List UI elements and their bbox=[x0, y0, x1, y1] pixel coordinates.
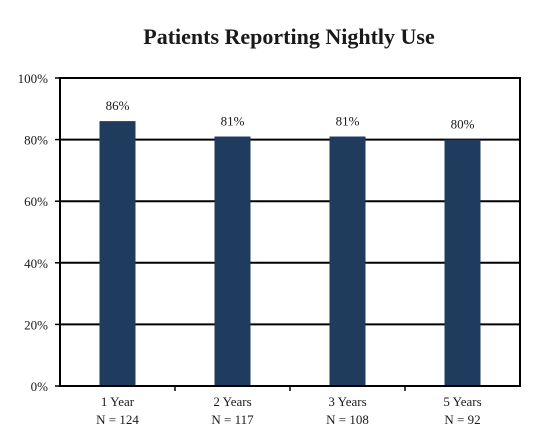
bar bbox=[99, 121, 136, 387]
x-sample-size-label: N = 92 bbox=[444, 412, 480, 427]
data-label: 86% bbox=[106, 98, 130, 113]
x-category-label: 1 Year bbox=[101, 394, 135, 409]
x-sample-size-label: N = 108 bbox=[326, 412, 369, 427]
x-category-label: 2 Years bbox=[213, 394, 251, 409]
y-tick-label: 80% bbox=[24, 133, 48, 148]
y-tick-label: 0% bbox=[31, 379, 49, 394]
bar bbox=[444, 139, 481, 386]
bars bbox=[99, 121, 481, 387]
x-sample-size-label: N = 124 bbox=[96, 412, 139, 427]
y-tick-label: 40% bbox=[24, 256, 48, 271]
data-label: 81% bbox=[221, 114, 245, 129]
y-tick-label: 20% bbox=[24, 317, 48, 332]
data-label: 81% bbox=[336, 114, 360, 129]
y-tick-label: 60% bbox=[24, 194, 48, 209]
grid-lines bbox=[60, 138, 520, 326]
x-category-label: 5 Years bbox=[443, 394, 481, 409]
bar bbox=[214, 136, 251, 386]
bar bbox=[329, 136, 366, 386]
x-sample-size-label: N = 117 bbox=[211, 412, 254, 427]
y-tick-label: 100% bbox=[18, 71, 49, 86]
y-axis-ticks: 0% 20% 40% 60% 80% 100% bbox=[18, 71, 60, 394]
data-label: 80% bbox=[451, 117, 475, 132]
chart-title: Patients Reporting Nightly Use bbox=[143, 24, 435, 49]
data-labels: 86% 81% 81% 80% bbox=[106, 98, 475, 131]
x-category-label: 3 Years bbox=[328, 394, 366, 409]
x-axis-categories: 1 Year N = 124 2 Years N = 117 3 Years N = 10… bbox=[96, 386, 482, 427]
